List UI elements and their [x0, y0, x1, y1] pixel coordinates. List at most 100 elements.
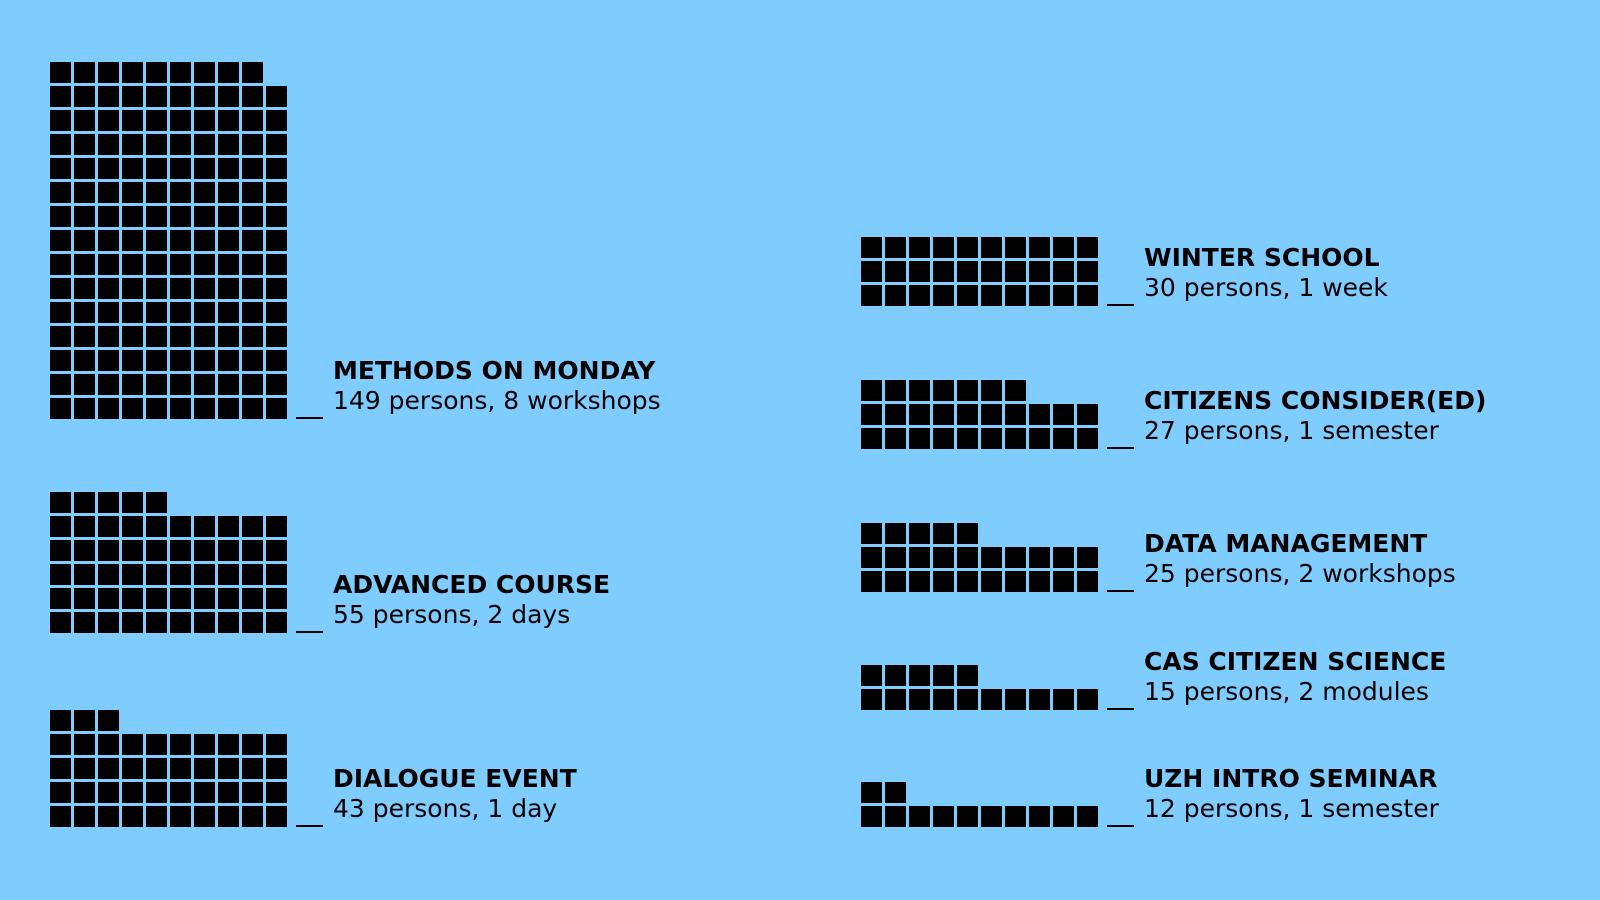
- waffle-square: [98, 110, 119, 131]
- waffle-square: [218, 588, 239, 609]
- waffle-square: [170, 302, 191, 323]
- waffle-square: [885, 665, 906, 686]
- waffle-square: [122, 134, 143, 155]
- waffle-square: [170, 62, 191, 83]
- waffle-square: [74, 492, 95, 513]
- waffle-square: [98, 302, 119, 323]
- waffle-square: [1005, 547, 1026, 568]
- waffle-square: [885, 428, 906, 449]
- waffle-square: [266, 326, 287, 347]
- item-title: DATA MANAGEMENT: [1144, 529, 1428, 558]
- waffle-square: [242, 86, 263, 107]
- waffle-square: [861, 806, 882, 827]
- waffle-square: [266, 564, 287, 585]
- waffle-square: [74, 398, 95, 419]
- item-title: UZH INTRO SEMINAR: [1144, 764, 1438, 793]
- waffle-square: [242, 158, 263, 179]
- waffle-square: [74, 182, 95, 203]
- waffle-square: [170, 588, 191, 609]
- waffle-square: [218, 62, 239, 83]
- waffle-square: [861, 285, 882, 306]
- item-title: METHODS ON MONDAY: [333, 356, 656, 385]
- item-title: DIALOGUE EVENT: [333, 764, 577, 793]
- waffle-square: [170, 612, 191, 633]
- waffle-square: [218, 806, 239, 827]
- waffle-square: [50, 110, 71, 131]
- waffle-square: [122, 564, 143, 585]
- waffle-square: [50, 230, 71, 251]
- item-title: WINTER SCHOOL: [1144, 243, 1380, 272]
- waffle-square: [1029, 547, 1050, 568]
- waffle-square: [957, 689, 978, 710]
- waffle-square: [266, 540, 287, 561]
- waffle-square: [50, 612, 71, 633]
- waffle-square: [50, 782, 71, 803]
- waffle-square: [242, 350, 263, 371]
- waffle-square: [194, 806, 215, 827]
- waffle-square: [146, 398, 167, 419]
- waffle-square: [146, 612, 167, 633]
- waffle-square: [170, 230, 191, 251]
- waffle-square: [218, 350, 239, 371]
- waffle-square: [981, 261, 1002, 282]
- waffle-square: [194, 374, 215, 395]
- waffle-square: [861, 782, 882, 803]
- waffle-square: [146, 230, 167, 251]
- waffle-square: [861, 237, 882, 258]
- waffle-square: [122, 398, 143, 419]
- waffle-square: [122, 62, 143, 83]
- waffle-square: [122, 782, 143, 803]
- waffle-square: [74, 588, 95, 609]
- waffle-square: [861, 665, 882, 686]
- waffle-square: [170, 398, 191, 419]
- waffle-square: [50, 158, 71, 179]
- waffle-square: [242, 302, 263, 323]
- waffle-square: [98, 278, 119, 299]
- waffle-square: [242, 782, 263, 803]
- waffle-square: [885, 285, 906, 306]
- waffle-square: [1053, 571, 1074, 592]
- waffle-square: [146, 62, 167, 83]
- waffle-square: [981, 428, 1002, 449]
- waffle-label-advanced: ADVANCED COURSE 55 persons, 2 days: [333, 570, 610, 630]
- waffle-square: [885, 782, 906, 803]
- waffle-square: [146, 350, 167, 371]
- item-detail: 27 persons, 1 semester: [1144, 416, 1439, 445]
- waffle-square: [266, 110, 287, 131]
- waffle-square: [194, 206, 215, 227]
- waffle-square: [981, 237, 1002, 258]
- leader-line: [1107, 304, 1134, 306]
- waffle-square: [933, 380, 954, 401]
- waffle-square: [242, 374, 263, 395]
- waffle-square: [146, 182, 167, 203]
- waffle-square: [50, 134, 71, 155]
- waffle-square: [861, 404, 882, 425]
- waffle-square: [146, 206, 167, 227]
- waffle-square: [242, 516, 263, 537]
- waffle-square: [242, 612, 263, 633]
- waffle-square: [98, 206, 119, 227]
- waffle-square: [909, 261, 930, 282]
- waffle-square: [1077, 428, 1098, 449]
- waffle-square: [885, 523, 906, 544]
- waffle-square: [242, 758, 263, 779]
- waffle-square: [1053, 404, 1074, 425]
- waffle-square: [170, 564, 191, 585]
- waffle-label-winter: WINTER SCHOOL 30 persons, 1 week: [1144, 243, 1388, 303]
- waffle-square: [50, 540, 71, 561]
- waffle-square: [242, 278, 263, 299]
- waffle-square: [74, 206, 95, 227]
- waffle-square: [170, 806, 191, 827]
- waffle-square: [170, 110, 191, 131]
- waffle-square: [122, 540, 143, 561]
- waffle-square: [218, 374, 239, 395]
- waffle-square: [933, 523, 954, 544]
- waffle-square: [1077, 547, 1098, 568]
- waffle-square: [74, 758, 95, 779]
- waffle-square: [933, 547, 954, 568]
- waffle-square: [1005, 380, 1026, 401]
- waffle-square: [98, 134, 119, 155]
- waffle-square: [98, 806, 119, 827]
- leader-line: [1107, 447, 1134, 449]
- item-detail: 12 persons, 1 semester: [1144, 794, 1439, 823]
